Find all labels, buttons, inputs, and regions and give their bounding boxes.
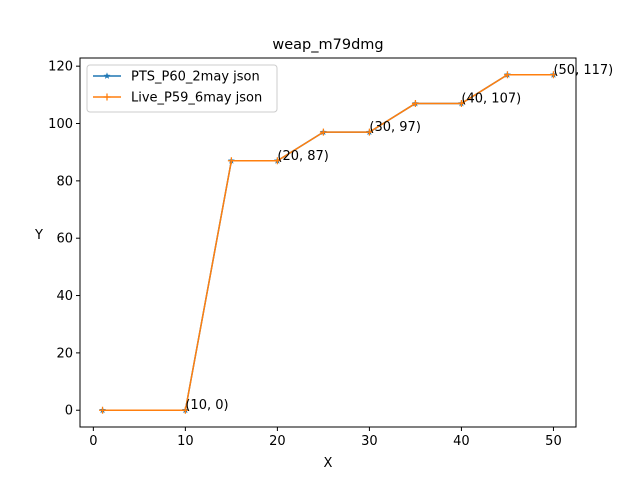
y-tick-label: 40 [56, 289, 73, 304]
data-point [457, 99, 465, 107]
legend: PTS_P60_2may json Live_P59_6may json [86, 64, 278, 113]
y-tick-label: 100 [48, 117, 73, 132]
legend-marker [103, 93, 111, 101]
annotations: (10, 0) (20, 87) (30, 97) (40, 107) (50, 117… [185, 63, 613, 413]
data-annotation: (30, 97) [369, 120, 421, 135]
legend-box [86, 64, 278, 113]
plot-area [99, 71, 557, 414]
data-point [181, 406, 189, 414]
axes-frame [79, 57, 577, 428]
series-line [102, 74, 554, 411]
data-point [549, 71, 557, 79]
data-annotation: (40, 107) [461, 91, 521, 106]
legend-marker [103, 72, 111, 79]
y-tick-label: 120 [48, 60, 73, 75]
data-point [365, 128, 373, 136]
data-point [411, 99, 419, 107]
data-point [227, 157, 235, 165]
data-point [273, 157, 281, 165]
data-annotation: (10, 0) [185, 398, 228, 413]
x-tick-label: 0 [89, 434, 97, 449]
y-tick-label: 0 [65, 404, 73, 419]
data-point [319, 128, 327, 136]
data-point [503, 71, 511, 79]
chart-title: weap_m79dmg [272, 37, 383, 53]
x-axis: 0 10 20 30 40 50 [89, 427, 562, 449]
x-tick-label: 50 [545, 434, 562, 449]
y-axis: 0 20 40 60 80 100 120 [48, 60, 80, 419]
series-2 [99, 71, 557, 414]
y-tick-label: 80 [56, 174, 73, 189]
data-point [99, 406, 107, 414]
x-tick-label: 40 [453, 434, 470, 449]
y-tick-label: 20 [56, 346, 73, 361]
x-axis-label: X [324, 456, 333, 471]
y-axis-label: Y [34, 228, 43, 243]
y-tick-label: 60 [56, 232, 73, 247]
x-tick-label: 30 [361, 434, 378, 449]
data-annotation: (20, 87) [277, 149, 329, 164]
x-tick-label: 20 [269, 434, 286, 449]
legend-label: PTS_P60_2may json [131, 70, 260, 85]
data-annotation: (50, 117) [553, 63, 613, 78]
legend-label: Live_P59_6may json [131, 91, 262, 106]
x-tick-label: 10 [177, 434, 194, 449]
